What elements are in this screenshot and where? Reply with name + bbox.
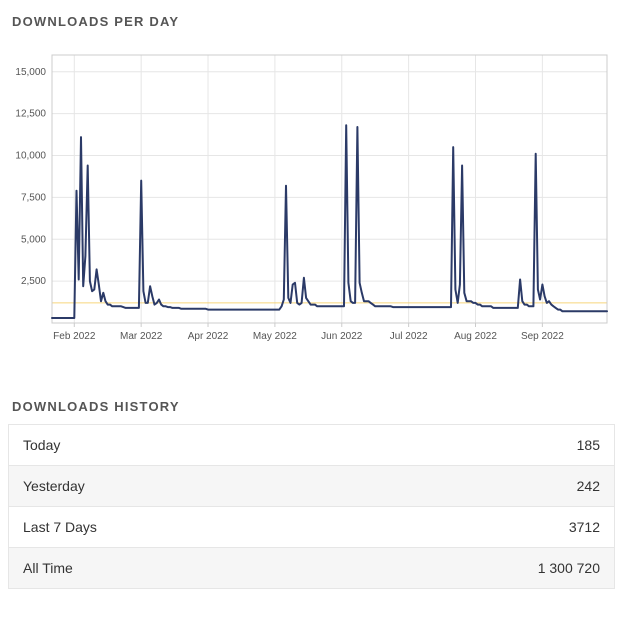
svg-text:Aug 2022: Aug 2022 [454,331,497,342]
history-value: 185 [330,425,615,466]
downloads-chart-svg: 2,500 5,000 7,500 10,000 12,500 15,000 Feb 202… [8,39,615,349]
svg-text:10,000: 10,000 [15,151,46,162]
section-title-downloads-history: DOWNLOADS HISTORY [12,399,615,414]
section-title-downloads-per-day: DOWNLOADS PER DAY [12,14,615,29]
svg-text:Feb 2022: Feb 2022 [53,331,96,342]
table-row: Yesterday 242 [9,466,615,507]
svg-text:12,500: 12,500 [15,109,46,120]
history-value: 3712 [330,507,615,548]
svg-text:Mar 2022: Mar 2022 [120,331,163,342]
history-label: Last 7 Days [9,507,330,548]
svg-text:Sep 2022: Sep 2022 [521,331,564,342]
downloads-history-table: Today 185 Yesterday 242 Last 7 Days 3712… [8,424,615,589]
svg-text:Apr 2022: Apr 2022 [188,331,229,342]
svg-text:5,000: 5,000 [21,234,46,245]
svg-text:15,000: 15,000 [15,67,46,78]
svg-text:Jul 2022: Jul 2022 [390,331,428,342]
svg-text:7,500: 7,500 [21,192,46,203]
table-row: All Time 1 300 720 [9,548,615,589]
table-row: Today 185 [9,425,615,466]
svg-text:May 2022: May 2022 [253,331,297,342]
history-label: Yesterday [9,466,330,507]
history-value: 1 300 720 [330,548,615,589]
svg-text:2,500: 2,500 [21,276,46,287]
history-label: Today [9,425,330,466]
svg-text:Jun 2022: Jun 2022 [321,331,363,342]
table-row: Last 7 Days 3712 [9,507,615,548]
downloads-line-chart: 2,500 5,000 7,500 10,000 12,500 15,000 Feb 202… [8,39,615,349]
history-label: All Time [9,548,330,589]
history-value: 242 [330,466,615,507]
